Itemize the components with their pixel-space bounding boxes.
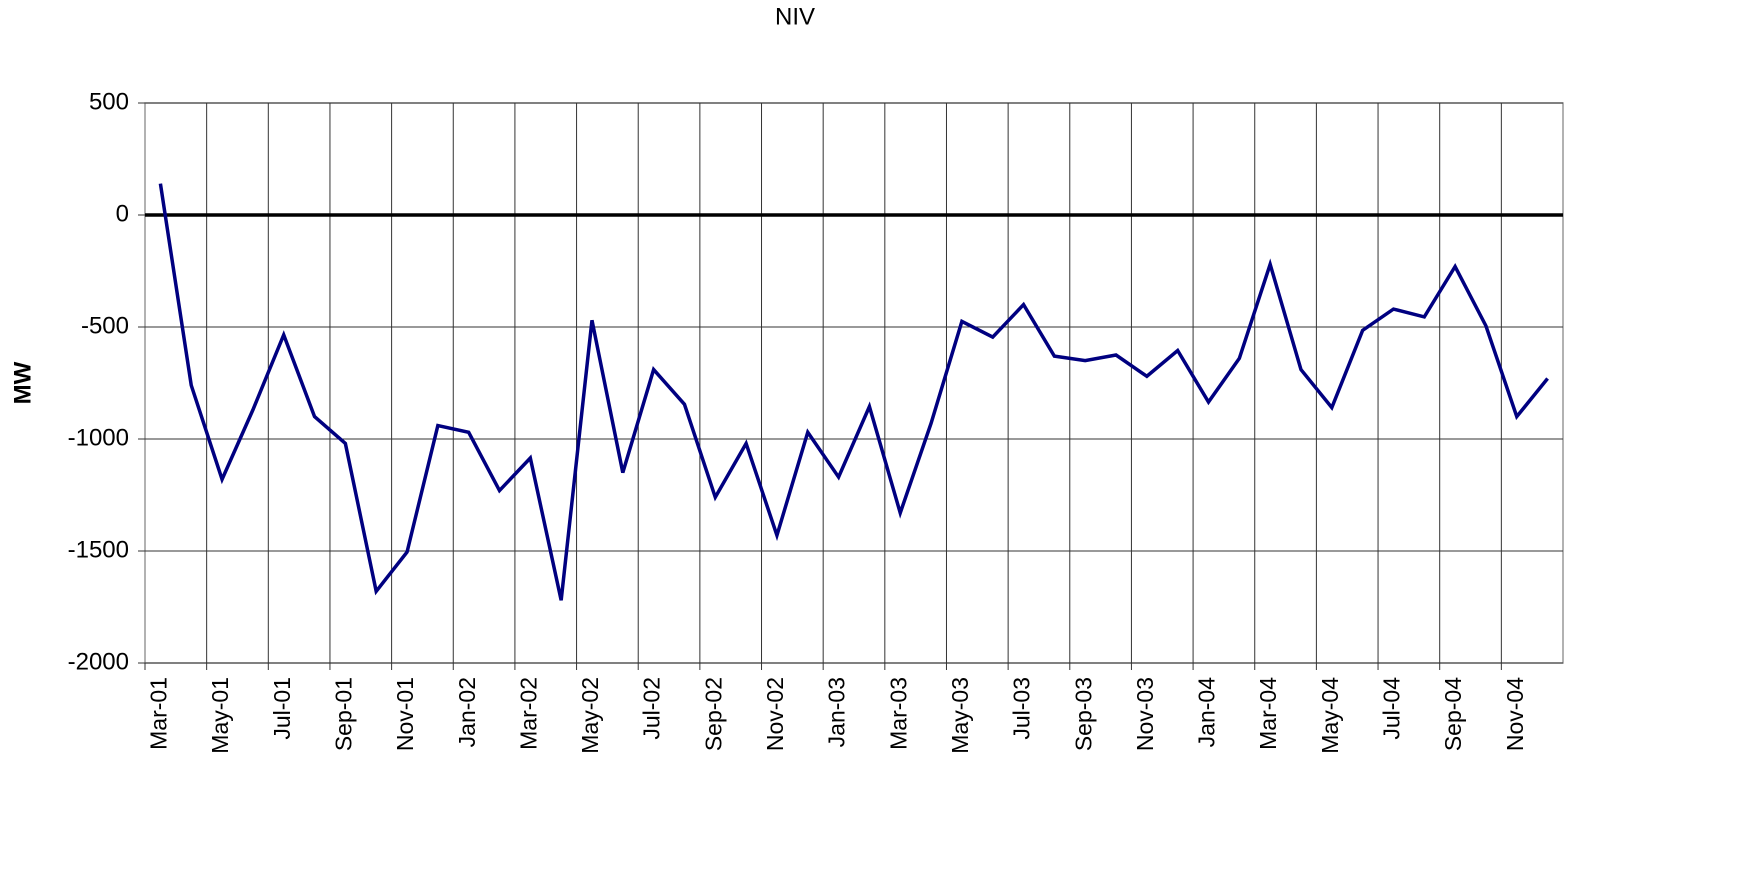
x-tick-label: Nov-01 <box>392 677 418 751</box>
x-tick-label: Sep-03 <box>1070 677 1096 751</box>
x-tick-label: Jan-04 <box>1194 677 1220 748</box>
x-tick-label: Nov-03 <box>1132 677 1158 751</box>
y-tick-label: 0 <box>116 200 129 227</box>
chart-title: NIV <box>775 3 815 30</box>
x-tick-label: Mar-01 <box>145 677 171 750</box>
line-series <box>158 183 1549 601</box>
x-tick-label: Sep-04 <box>1440 677 1466 751</box>
x-tick-label: May-04 <box>1317 677 1343 754</box>
x-tick-label: Jul-02 <box>639 677 665 740</box>
x-tick-label: Mar-03 <box>885 677 911 750</box>
y-tick-label: 500 <box>89 88 129 115</box>
y-tick-label: -500 <box>81 312 129 339</box>
x-tick-label: Sep-01 <box>330 677 356 751</box>
x-tick-label: Sep-02 <box>700 677 726 751</box>
x-tick-label: May-02 <box>577 677 603 754</box>
x-tick-label: Nov-04 <box>1502 677 1528 751</box>
y-tick-label: -1500 <box>68 536 129 563</box>
x-tick-label: May-03 <box>947 677 973 754</box>
x-tick-label: Jul-03 <box>1009 677 1035 740</box>
y-tick-label: -2000 <box>68 648 129 675</box>
x-tick-label: Jan-03 <box>824 677 850 747</box>
x-tick-label: May-01 <box>207 677 233 754</box>
x-tick-label: Jan-02 <box>454 677 480 747</box>
x-tick-label: Jul-01 <box>269 677 295 740</box>
x-tick-label: Mar-04 <box>1255 677 1281 750</box>
plot-area <box>144 102 1564 664</box>
y-tick-label: -1000 <box>68 424 129 451</box>
x-tick-label: Mar-02 <box>515 677 541 750</box>
y-axis-label: MW <box>9 361 36 404</box>
x-tick-label: Jul-04 <box>1379 677 1405 740</box>
x-tick-label: Nov-02 <box>762 677 788 751</box>
